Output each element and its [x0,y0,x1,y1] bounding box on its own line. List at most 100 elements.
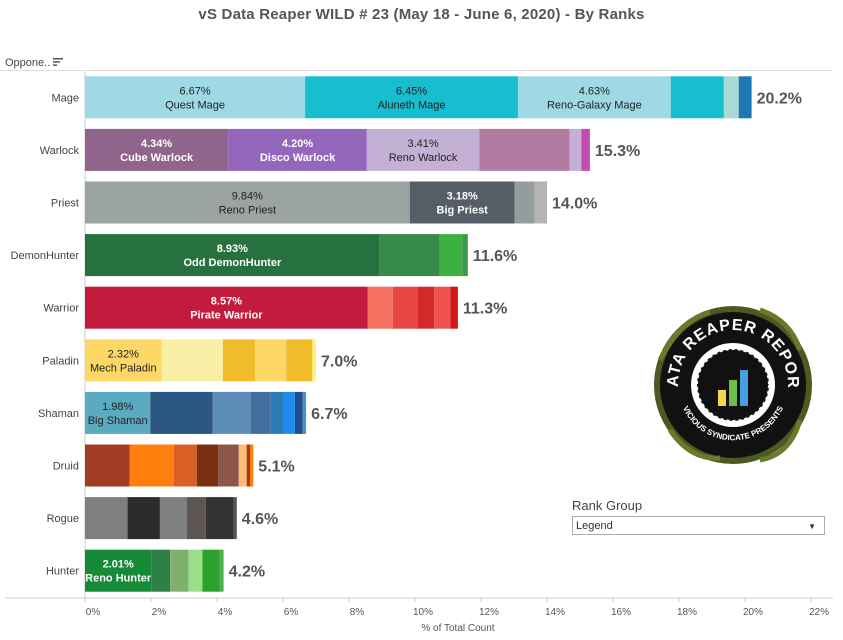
bar-total-label: 14.0% [552,196,597,213]
bar-segment[interactable] [205,497,234,540]
bar-segment[interactable] [569,128,582,171]
segment-archetype-label: Big Shaman [88,415,148,427]
bar-segment[interactable] [367,286,393,329]
category-label: Warlock [40,145,80,157]
segment-value-label: 4.63% [579,85,610,97]
segment-value-label: 4.34% [141,138,172,150]
x-tick-label: 18% [677,607,697,618]
bar-segment[interactable] [409,181,515,224]
bar-segment[interactable] [302,391,307,434]
bar-segment[interactable] [186,497,206,540]
bar-segment[interactable] [294,391,303,434]
bar-segment[interactable] [270,391,283,434]
bar-segment[interactable] [517,76,671,119]
category-label: Shaman [38,408,79,420]
bar-segment[interactable] [212,391,251,434]
bar-segment[interactable] [196,444,219,487]
bar-segment[interactable] [218,444,239,487]
bar-segment[interactable] [170,549,189,592]
bar-segment[interactable] [219,549,224,592]
bar-segment[interactable] [161,339,223,382]
bar-segment[interactable] [233,497,237,540]
bar-segment[interactable] [85,391,151,434]
bar-segment[interactable] [312,339,316,382]
x-axis-title: % of Total Count [421,623,494,634]
x-tick-label: 10% [413,607,433,618]
bar-segment[interactable] [173,444,197,487]
bar-segment[interactable] [129,444,174,487]
bar-segment[interactable] [450,286,458,329]
bar-total-label: 5.1% [258,459,294,476]
bar-segment[interactable] [159,497,187,540]
bar-segment[interactable] [238,444,247,487]
bar-segment[interactable] [379,234,440,277]
x-tick-label: 4% [218,607,233,618]
x-tick-label: 8% [350,607,365,618]
bar-segment[interactable] [434,286,451,329]
segment-archetype-label: Reno Warlock [389,152,458,164]
bar-segment[interactable] [85,497,128,540]
bar-segment[interactable] [246,444,250,487]
bar-segment[interactable] [462,234,468,277]
bar-segment[interactable] [188,549,203,592]
data-reaper-report-logo: DATA REAPER REPORT VICIOUS SYNDICATE PRE… [650,300,812,464]
bar-segment[interactable] [417,286,435,329]
bar-segment[interactable] [439,234,463,277]
bar-segment[interactable] [250,444,254,487]
bar-segment[interactable] [250,391,271,434]
bar-segment[interactable] [534,181,547,224]
segment-archetype-label: Odd DemonHunter [183,257,281,269]
bar-segment[interactable] [151,549,171,592]
chart-title: vS Data Reaper WILD # 23 (May 18 - June … [198,6,645,23]
bar-segment[interactable] [85,181,410,224]
segment-value-label: 8.57% [211,296,242,308]
category-label: Priest [51,198,79,210]
category-label: DemonHunter [11,250,80,262]
bar-segment[interactable] [85,128,229,171]
segment-value-label: 1.98% [102,401,133,413]
bar-segment[interactable] [202,549,220,592]
bar-segment[interactable] [305,76,518,119]
bar-segment[interactable] [392,286,418,329]
segment-value-label: 6.45% [396,85,427,97]
opponent-column-header[interactable]: Oppone.. [5,57,51,69]
category-label: Paladin [42,355,79,367]
bar-segment[interactable] [723,76,739,119]
bar-segment[interactable] [222,339,255,382]
bar-segment[interactable] [738,76,752,119]
bar-segment[interactable] [127,497,160,540]
sort-descending-icon[interactable] [53,57,63,67]
bar-segment[interactable] [85,444,130,487]
bar-segment[interactable] [85,286,368,329]
header-divider [0,70,833,71]
x-tick-label: 14% [545,607,565,618]
bar-segment[interactable] [85,339,162,382]
bar-segment[interactable] [85,76,306,119]
bar-segment[interactable] [85,234,380,277]
segment-value-label: 6.67% [179,85,210,97]
bar-segment[interactable] [254,339,287,382]
bar-total-label: 4.6% [242,511,278,528]
bar-total-label: 7.0% [321,353,357,370]
segment-archetype-label: Aluneth Mage [378,99,446,111]
segment-value-label: 2.32% [108,348,139,360]
segment-value-label: 4.20% [282,138,313,150]
segment-archetype-label: Big Priest [437,205,489,217]
rank-group-label: Rank Group [572,498,643,513]
bar-segment[interactable] [514,181,535,224]
segment-archetype-label: Quest Mage [165,99,225,111]
bar-segment[interactable] [283,391,295,434]
segment-archetype-label: Reno-Galaxy Mage [547,99,642,111]
bar-segment[interactable] [670,76,724,119]
bar-segment[interactable] [479,128,570,171]
segment-value-label: 3.41% [407,138,438,150]
category-label: Druid [53,461,79,473]
bar-segment[interactable] [286,339,313,382]
bar-segment[interactable] [85,549,152,592]
bar-segment[interactable] [366,128,480,171]
segment-archetype-label: Disco Warlock [260,152,336,164]
bar-segment[interactable] [228,128,367,171]
bar-segment[interactable] [150,391,213,434]
rank-group-dropdown[interactable]: Legend ▼ [572,516,825,535]
bar-segment[interactable] [581,128,590,171]
